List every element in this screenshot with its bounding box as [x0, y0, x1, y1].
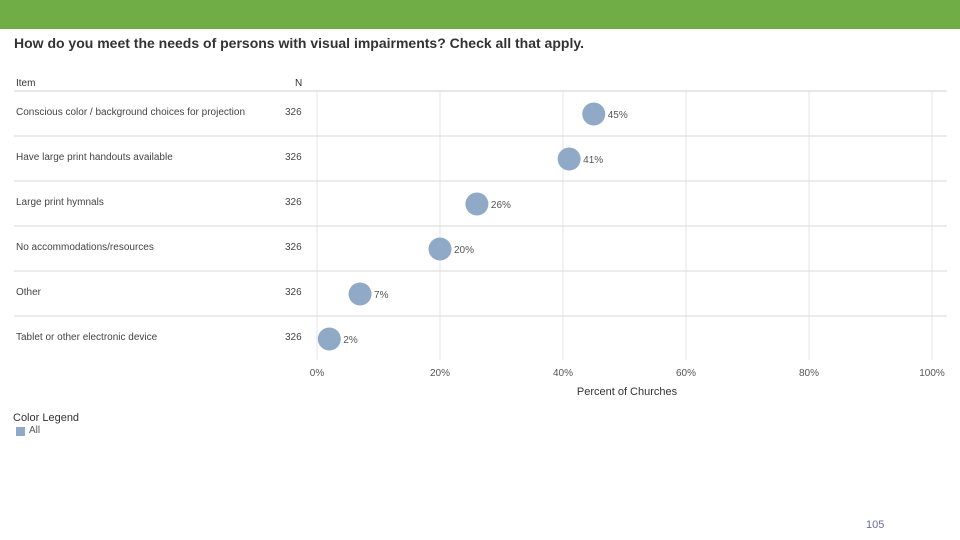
- x-tick-label: 60%: [676, 368, 696, 379]
- x-tick-label: 0%: [310, 368, 325, 379]
- data-point: [557, 147, 581, 171]
- data-label: 41%: [583, 155, 603, 166]
- data-point: [582, 102, 606, 126]
- legend-swatch: [16, 427, 25, 436]
- row-item-label: Large print hymnals: [16, 197, 104, 208]
- row-n-value: 326: [285, 152, 302, 163]
- row-n-value: 326: [285, 197, 302, 208]
- header-accent-bar: [0, 0, 960, 29]
- data-point: [465, 192, 489, 216]
- row-item-label: Have large print handouts available: [16, 152, 173, 163]
- chart-title: How do you meet the needs of persons wit…: [14, 35, 584, 51]
- row-item-label: Other: [16, 287, 42, 298]
- x-tick-label: 80%: [799, 368, 819, 379]
- row-n-value: 326: [285, 332, 302, 343]
- page-number: 105: [866, 519, 885, 531]
- legend-title: Color Legend: [13, 412, 80, 424]
- legend-label-all: All: [29, 425, 41, 436]
- row-n-value: 326: [285, 107, 302, 118]
- n-column-header: N: [295, 78, 303, 89]
- x-tick-label: 100%: [919, 368, 945, 379]
- row-item-label: Tablet or other electronic device: [16, 332, 158, 343]
- data-label: 45%: [608, 110, 628, 121]
- data-point: [428, 237, 452, 261]
- x-tick-label: 20%: [430, 368, 450, 379]
- data-label: 2%: [343, 335, 358, 346]
- item-column-header: Item: [16, 78, 36, 89]
- data-label: 20%: [454, 245, 474, 256]
- x-axis-title: Percent of Churches: [577, 386, 678, 398]
- data-point: [348, 282, 372, 306]
- x-tick-label: 40%: [553, 368, 573, 379]
- data-label: 26%: [491, 200, 511, 211]
- row-item-label: Conscious color / background choices for…: [16, 107, 246, 118]
- row-n-value: 326: [285, 242, 302, 253]
- row-item-label: No accommodations/resources: [16, 242, 154, 253]
- row-n-value: 326: [285, 287, 302, 298]
- data-point: [317, 327, 341, 351]
- data-label: 7%: [374, 290, 389, 301]
